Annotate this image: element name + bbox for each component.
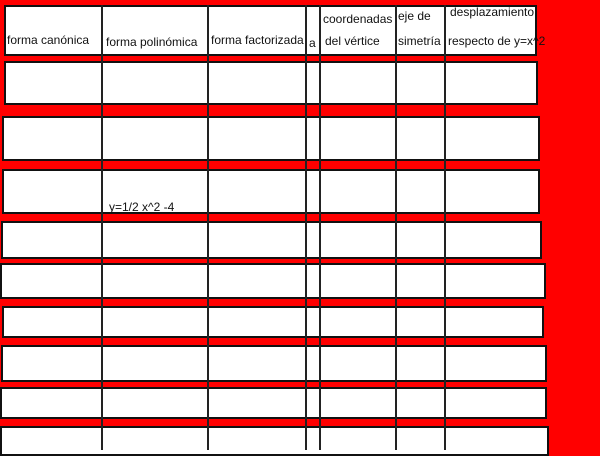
column-divider xyxy=(395,5,397,450)
header-desplazamiento: desplazamiento xyxy=(450,5,535,19)
header-row xyxy=(4,5,537,56)
column-divider xyxy=(319,5,321,450)
table-row[interactable] xyxy=(0,426,549,456)
table-row[interactable] xyxy=(1,221,542,259)
column-divider xyxy=(305,5,307,450)
column-divider xyxy=(444,5,446,450)
header-a: a xyxy=(309,36,316,50)
header-respecto: respecto de y=x^2 xyxy=(448,34,546,48)
table-row[interactable] xyxy=(2,116,540,161)
header-forma-polinomica: forma polinómica xyxy=(106,35,198,49)
table-row[interactable] xyxy=(0,387,547,419)
header-forma-factorizada: forma factorizada xyxy=(211,33,304,47)
header-forma-canonica: forma canónica xyxy=(7,33,90,47)
table-row[interactable] xyxy=(1,345,547,382)
table-row[interactable] xyxy=(2,169,540,214)
header-coordenadas: coordenadas xyxy=(323,12,393,26)
table-row[interactable] xyxy=(2,306,544,338)
table-row[interactable] xyxy=(4,61,538,105)
header-del-vertice: del vértice xyxy=(325,34,380,48)
column-divider xyxy=(207,5,209,450)
header-simetria: simetría xyxy=(398,34,441,48)
column-divider xyxy=(101,5,103,450)
cell-forma-polinomica[interactable]: y=1/2 x^2 -4 xyxy=(109,200,175,214)
table-row[interactable] xyxy=(0,263,546,299)
header-eje-de: eje de xyxy=(398,9,431,23)
